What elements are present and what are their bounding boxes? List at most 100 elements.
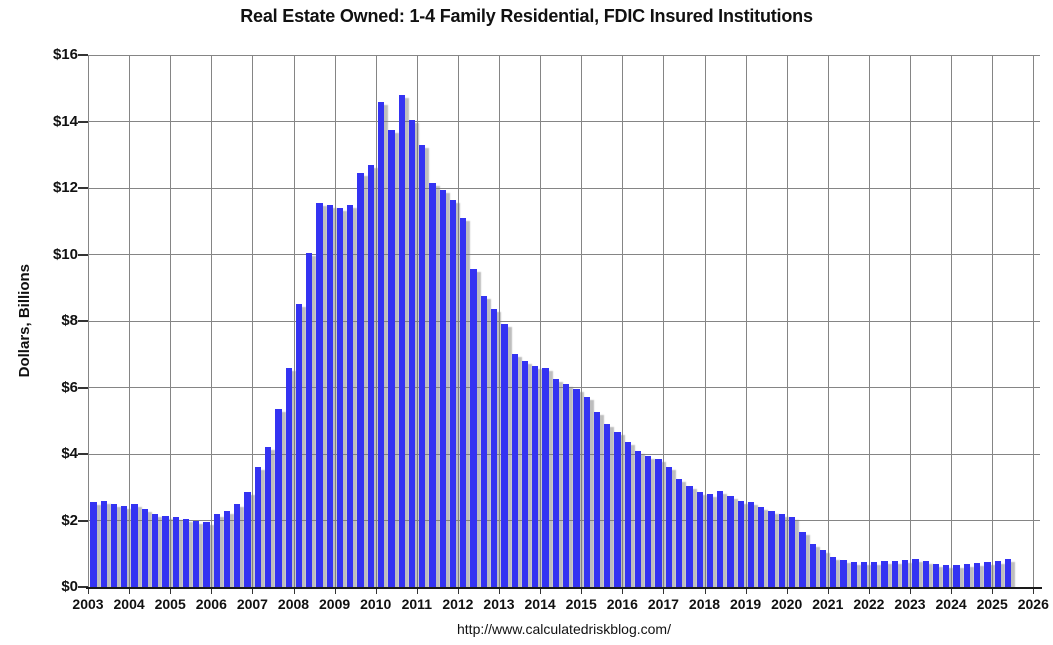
x-tick-2006: [211, 589, 213, 594]
bar-2021-q1: [830, 557, 837, 587]
x-tick-label-2006: 2006: [195, 596, 227, 612]
v-gridline-2021: [827, 55, 829, 587]
bar-2017-q3: [686, 485, 693, 587]
bar-2012-q2: [470, 269, 477, 587]
bar-2007-q2: [264, 447, 272, 587]
bar-2012-q1: [460, 217, 467, 587]
v-gridline-2011: [416, 55, 418, 587]
bar-2013-q1: [501, 324, 508, 587]
bar-2010-q3: [398, 94, 405, 587]
bar-2006-q1: [213, 513, 220, 587]
bar-2005-q1: [172, 517, 179, 587]
x-tick-2024: [951, 589, 953, 594]
y-tick-label-$0: $0: [61, 578, 78, 595]
x-tick-2008: [293, 589, 295, 594]
bar-2008-q4: [326, 204, 333, 587]
bar-2007-q1: [254, 467, 261, 587]
bar-2022-q1: [871, 562, 878, 587]
x-tick-2004: [129, 589, 131, 594]
y-tick-label-$12: $12: [52, 179, 78, 196]
v-gridline-2012: [457, 55, 459, 587]
bar-2011-q1: [419, 144, 426, 587]
bar-2003-q4: [121, 505, 128, 587]
v-gridline-2019: [745, 55, 747, 587]
v-gridline-2010: [375, 55, 377, 587]
x-tick-2014: [540, 589, 542, 594]
y-tick-$16: [78, 54, 88, 56]
bar-2003-q3: [110, 503, 118, 587]
bar-2023-q1: [912, 559, 919, 587]
y-tick-label-$6: $6: [61, 378, 78, 396]
x-tick-label-2005: 2005: [154, 596, 186, 612]
bar-2007-q4: [285, 367, 292, 587]
x-tick-2026: [1033, 589, 1035, 594]
bar-2014-q3: [562, 384, 570, 587]
bar-2019-q3: [768, 510, 775, 587]
bar-2022-q2: [881, 561, 888, 587]
bar-2015-q3: [604, 424, 611, 587]
bar-2003-q2: [100, 500, 107, 587]
x-tick-label-2013: 2013: [483, 596, 515, 612]
bar-2016-q3: [645, 455, 652, 587]
bar-2008-q1: [295, 304, 303, 587]
x-axis-line: [86, 587, 1042, 589]
v-gridline-2023: [910, 55, 911, 587]
x-tick-label-2022: 2022: [853, 596, 885, 612]
bar-2016-q4: [655, 458, 662, 587]
bar-2013-q2: [511, 354, 518, 587]
v-gridline-2022: [868, 55, 870, 587]
bar-2017-q2: [675, 478, 683, 587]
bar-2020-q2: [799, 532, 806, 587]
bar-2019-q4: [778, 513, 786, 587]
x-tick-label-2008: 2008: [277, 596, 310, 612]
x-tick-2013: [499, 589, 500, 594]
x-tick-label-2009: 2009: [319, 596, 351, 612]
bar-2024-q2: [963, 563, 970, 587]
x-tick-label-2018: 2018: [688, 596, 721, 612]
v-gridline-2024: [951, 55, 953, 587]
y-tick-label-$14: $14: [52, 112, 78, 130]
x-tick-label-2025: 2025: [976, 596, 1008, 612]
bar-2012-q4: [491, 309, 498, 587]
y-tick-$10: [78, 253, 88, 256]
bar-2021-q2: [840, 560, 847, 587]
bar-2005-q2: [182, 518, 190, 587]
x-tick-label-2019: 2019: [730, 596, 762, 612]
x-tick-label-2012: 2012: [442, 596, 474, 612]
bar-2004-q1: [131, 503, 138, 587]
y-tick-$12: [78, 187, 88, 189]
bar-2023-q4: [943, 564, 950, 587]
h-gridline-$8: [88, 320, 1040, 322]
bar-2006-q3: [234, 503, 241, 587]
x-tick-label-2020: 2020: [771, 596, 803, 612]
x-tick-2009: [334, 589, 336, 594]
bar-2022-q3: [891, 560, 899, 587]
x-tick-2003: [88, 589, 89, 594]
bar-2012-q3: [480, 296, 488, 587]
x-tick-2025: [992, 589, 994, 594]
y-tick-label-$16: $16: [52, 46, 78, 63]
footer-url: http://www.calculatedriskblog.com/: [457, 621, 671, 637]
y-tick-label-$2: $2: [61, 511, 78, 529]
y-tick-$14: [78, 120, 88, 123]
x-tick-label-2026: 2026: [1017, 596, 1049, 612]
bar-2009-q3: [357, 173, 364, 587]
v-gridline-2007: [252, 55, 254, 587]
bar-2011-q4: [449, 199, 457, 587]
bar-2024-q1: [953, 564, 960, 587]
x-tick-2019: [745, 589, 747, 594]
v-gridline-2005: [170, 55, 172, 587]
bar-2017-q1: [665, 467, 672, 587]
v-gridline-2004: [129, 55, 131, 587]
x-tick-2023: [910, 589, 911, 594]
y-tick-label-$8: $8: [61, 312, 78, 329]
bar-2015-q4: [614, 432, 621, 587]
bar-2023-q3: [932, 563, 940, 587]
bar-2020-q3: [809, 543, 816, 587]
bar-2011-q2: [429, 183, 436, 587]
bar-2010-q4: [408, 119, 416, 587]
x-tick-label-2014: 2014: [524, 596, 556, 612]
x-tick-label-2016: 2016: [606, 596, 638, 612]
h-gridline-$14: [88, 121, 1040, 122]
v-gridline-2016: [622, 55, 624, 587]
